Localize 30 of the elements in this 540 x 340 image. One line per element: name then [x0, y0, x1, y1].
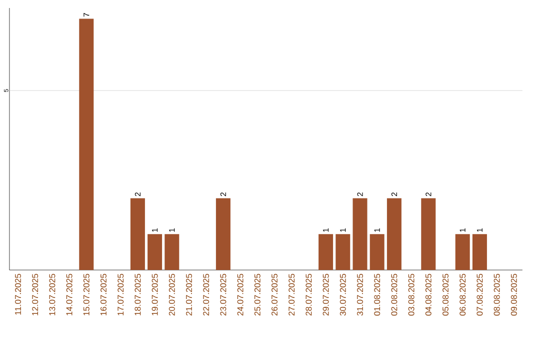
x-tick-label: 27.07.2025	[288, 274, 295, 316]
x-tick-label: 24.07.2025	[237, 274, 244, 316]
x-tick-label: 15.07.2025	[83, 274, 90, 316]
x-tick-label: 07.08.2025	[476, 274, 483, 316]
x-tick-label: 01.08.2025	[374, 274, 380, 316]
x-tick-label: 11.07.2025	[15, 274, 21, 315]
x-tick-label: 31.07.2025	[357, 274, 363, 316]
x-tick-label: 02.08.2025	[391, 274, 398, 316]
x-tick-label: 30.07.2025	[340, 274, 346, 316]
x-tick-label: 08.08.2025	[494, 274, 500, 316]
x-tick-label: 26.07.2025	[272, 274, 278, 316]
x-tick-label: 06.08.2025	[460, 274, 466, 316]
x-tick-label: 09.08.2025	[510, 274, 517, 316]
x-tick-label: 25.07.2025	[254, 274, 260, 316]
x-tick-label: 21.07.2025	[186, 274, 192, 316]
x-tick-label: 19.07.2025	[152, 274, 158, 316]
x-tick-label: 14.07.2025	[66, 274, 72, 316]
x-tick-label: 28.07.2025	[306, 274, 312, 316]
x-tick-label: 23.07.2025	[220, 274, 226, 316]
x-tick-label: 22.07.2025	[203, 274, 210, 316]
x-tick-label: 04.08.2025	[425, 274, 432, 316]
x-tick-label: 17.07.2025	[118, 274, 124, 316]
x-tick-label: 12.07.2025	[32, 274, 38, 316]
x-tick-label: 18.07.2025	[134, 274, 141, 316]
x-tick-label: 20.07.2025	[168, 274, 175, 316]
x-tick-label: 16.07.2025	[100, 274, 106, 316]
x-tick-label: 13.07.2025	[49, 274, 56, 316]
x-tick-label: 03.08.2025	[408, 274, 414, 316]
x-tick-label: 05.08.2025	[442, 274, 448, 316]
x-tick-label: 29.07.2025	[322, 274, 329, 316]
